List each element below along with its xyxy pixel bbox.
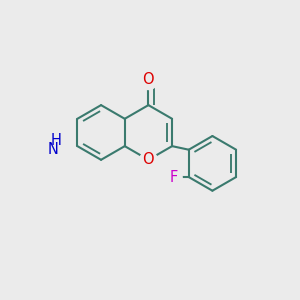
Text: O: O: [142, 152, 154, 167]
Text: F: F: [169, 169, 178, 184]
Text: N: N: [47, 142, 58, 157]
Text: O: O: [142, 73, 154, 88]
Text: H: H: [51, 133, 62, 148]
